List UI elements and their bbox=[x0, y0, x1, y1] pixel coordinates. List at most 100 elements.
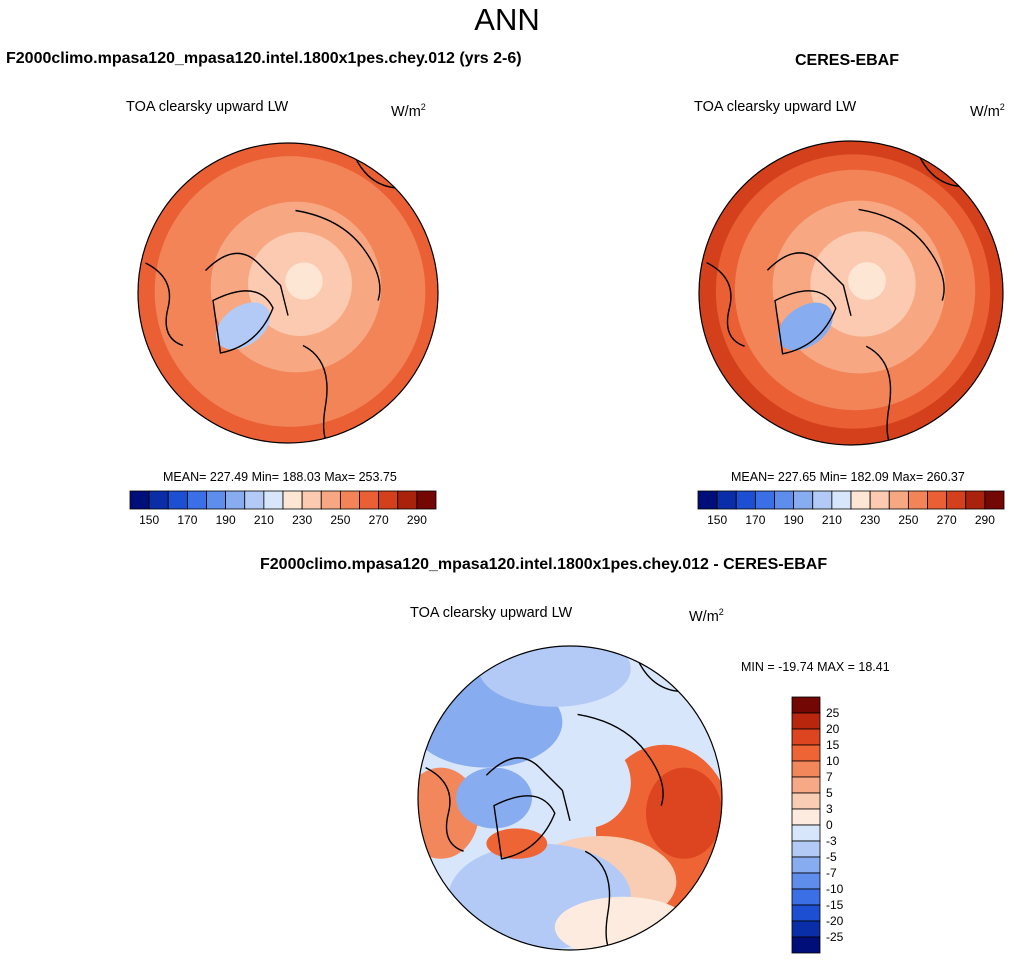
colorbar-box bbox=[754, 490, 775, 510]
contour-band bbox=[456, 767, 532, 829]
panel-2-colorbar: 150 170 190 210 230 250 270 290 bbox=[697, 490, 1005, 527]
colorbar-box bbox=[927, 490, 948, 510]
contour-band bbox=[285, 262, 323, 300]
colorbar-box bbox=[320, 490, 341, 510]
colorbar-tick-label: 10 bbox=[826, 754, 840, 768]
colorbar-box bbox=[378, 490, 399, 510]
coastline bbox=[302, 344, 341, 443]
colorbar-box bbox=[793, 490, 814, 510]
colorbar-box bbox=[791, 872, 821, 890]
coastline bbox=[145, 262, 184, 347]
colorbar-box bbox=[206, 490, 227, 510]
colorbar-box bbox=[791, 792, 821, 810]
colorbar-tick-label: -20 bbox=[826, 914, 844, 928]
colorbar-tick-label: 0 bbox=[826, 818, 833, 832]
colorbar-tick-label: 210 bbox=[822, 513, 842, 527]
colorbar-box bbox=[148, 490, 169, 510]
contour-band bbox=[486, 828, 548, 859]
filled-contours bbox=[418, 646, 722, 950]
panel-2-stats: MEAN= 227.65 Min= 182.09 Max= 260.37 bbox=[731, 470, 965, 484]
colorbar-box bbox=[791, 824, 821, 842]
colorbar-tick-label: 250 bbox=[898, 513, 918, 527]
colorbar-box bbox=[791, 920, 821, 938]
greenland-ice-sheet-core bbox=[795, 309, 824, 334]
colorbar-tick-label: 20 bbox=[826, 722, 840, 736]
colorbar-tick-label: -10 bbox=[826, 882, 844, 896]
colorbar-tick-label: 210 bbox=[254, 513, 274, 527]
panel-2-polar-map bbox=[698, 140, 1004, 446]
coastline bbox=[577, 713, 664, 806]
panel-3-colorbar: 25 20 15 10 7 5 3 0 -3 -5 -7 -10 -15 -20 -25 bbox=[791, 696, 844, 954]
coastline bbox=[485, 757, 571, 821]
colorbar-tick-label: 170 bbox=[177, 513, 197, 527]
colorbar-tick-label: 230 bbox=[292, 513, 312, 527]
panel-3-variable: TOA clearsky upward LW bbox=[410, 605, 573, 621]
colorbar-box bbox=[282, 490, 303, 510]
colorbar-box bbox=[416, 490, 437, 510]
colorbar-box bbox=[774, 490, 795, 510]
colorbar-box bbox=[129, 490, 150, 510]
panel-3-stats: MIN = -19.74 MAX = 18.41 bbox=[741, 660, 890, 674]
colorbar-box bbox=[359, 490, 380, 510]
colorbar-box bbox=[791, 696, 821, 714]
colorbar-tick-label: 290 bbox=[407, 513, 427, 527]
map-boundary bbox=[137, 142, 439, 444]
colorbar-box bbox=[791, 936, 821, 954]
colorbar-tick-label: -3 bbox=[826, 834, 837, 848]
colorbar-box bbox=[984, 490, 1005, 510]
panel-3-difference-map bbox=[417, 645, 723, 951]
colorbar-tick-label: 150 bbox=[139, 513, 159, 527]
contour-band bbox=[848, 262, 886, 300]
panel-1-variable: TOA clearsky upward LW bbox=[126, 99, 289, 115]
colorbar-box bbox=[791, 840, 821, 858]
panel-1-units: W/m2 bbox=[391, 102, 426, 120]
filled-contours bbox=[699, 141, 1003, 445]
colorbar-box bbox=[791, 744, 821, 762]
colorbar-box bbox=[791, 888, 821, 906]
coastline bbox=[425, 766, 464, 852]
colorbar-tick-label: 230 bbox=[860, 513, 880, 527]
colorbar-box bbox=[697, 490, 718, 510]
panel-3-title: F2000climo.mpasa120_mpasa120.intel.1800x… bbox=[260, 556, 828, 573]
colorbar-box bbox=[907, 490, 928, 510]
colorbar-tick-label: 7 bbox=[826, 770, 833, 784]
colorbar-box bbox=[167, 490, 188, 510]
colorbar-box bbox=[263, 490, 284, 510]
colorbar-tick-label: 290 bbox=[975, 513, 995, 527]
colorbar-box bbox=[791, 904, 821, 922]
colorbar-tick-label: 150 bbox=[707, 513, 727, 527]
colorbar-box bbox=[339, 490, 360, 510]
colorbar-box bbox=[735, 490, 756, 510]
colorbar-box bbox=[888, 490, 909, 510]
panel-1-colorbar: 150 170 190 210 230 250 270 290 bbox=[129, 490, 437, 527]
colorbar-box bbox=[946, 490, 967, 510]
coastline bbox=[212, 290, 274, 354]
colorbar-box bbox=[791, 776, 821, 794]
colorbar-box bbox=[791, 712, 821, 730]
panel-1-stats: MEAN= 227.49 Min= 188.03 Max= 253.75 bbox=[163, 470, 397, 484]
colorbar-box bbox=[397, 490, 418, 510]
coastline bbox=[774, 290, 837, 355]
colorbar-box bbox=[812, 490, 833, 510]
colorbar-tick-label: 15 bbox=[826, 738, 840, 752]
colorbar-box bbox=[831, 490, 852, 510]
colorbar-tick-label: 190 bbox=[216, 513, 236, 527]
coastline bbox=[205, 252, 289, 316]
colorbar-tick-label: 270 bbox=[937, 513, 957, 527]
colorbar-box bbox=[965, 490, 986, 510]
colorbar-tick-label: -7 bbox=[826, 866, 837, 880]
colorbar-box bbox=[225, 490, 246, 510]
panel-2-units: W/m2 bbox=[970, 102, 1005, 120]
colorbar-box bbox=[244, 490, 265, 510]
colorbar-tick-label: -5 bbox=[826, 850, 837, 864]
coastline bbox=[766, 252, 852, 316]
panel-2-title: CERES-EBAF bbox=[795, 52, 900, 69]
colorbar-box bbox=[869, 490, 890, 510]
coastline bbox=[706, 261, 745, 347]
colorbar-box bbox=[791, 728, 821, 746]
coastline bbox=[858, 208, 945, 301]
coastline bbox=[295, 209, 381, 301]
panel-2-variable: TOA clearsky upward LW bbox=[694, 99, 857, 115]
panel-1-polar-map bbox=[137, 142, 439, 444]
colorbar-box bbox=[791, 760, 821, 778]
